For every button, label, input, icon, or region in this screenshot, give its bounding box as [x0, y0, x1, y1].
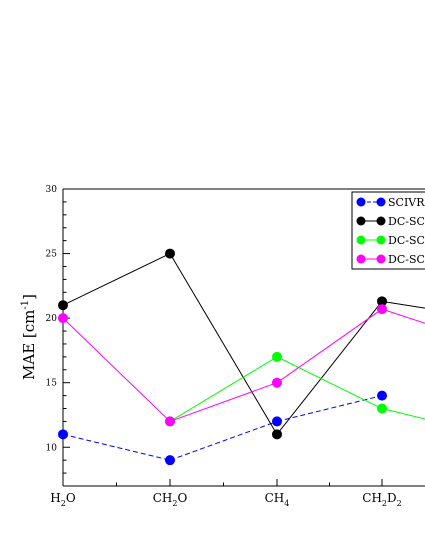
legend-label: SCIVR [388, 196, 425, 209]
series-line-segment [381, 300, 425, 309]
series-line-segment [276, 301, 383, 435]
data-point [272, 351, 282, 362]
data-point [377, 296, 387, 307]
series-line-segment [381, 308, 425, 324]
data-point [377, 403, 387, 414]
series-line-segment [169, 356, 278, 422]
data-point [377, 304, 387, 315]
legend-marker [376, 254, 386, 264]
legend-marker [376, 216, 386, 226]
series-line-segment [169, 382, 278, 422]
series-1 [58, 390, 387, 466]
legend-label: DC-SC [388, 215, 425, 228]
series-line-segment [276, 308, 383, 384]
series-line-segment [62, 433, 171, 461]
x-category-label: CH2D2 [362, 491, 401, 508]
y-axis-title: MAE [cm-1] [20, 294, 38, 380]
series-line-segment [62, 253, 171, 306]
y-tick-label: 30 [46, 185, 58, 195]
y-tick-label: 10 [46, 443, 58, 453]
x-category-label: CH4 [265, 491, 290, 508]
data-point [165, 416, 175, 427]
series-line-segment [276, 356, 383, 409]
legend-marker [376, 197, 386, 207]
legend-marker [356, 235, 366, 245]
legend-label: DC-SC [388, 253, 425, 266]
y-tick-label: 15 [46, 379, 58, 389]
series-line-segment [62, 317, 171, 422]
series-4 [58, 304, 425, 427]
data-point [272, 429, 282, 440]
series-line-segment [169, 420, 278, 461]
series-line-segment [276, 395, 383, 422]
series-line-segment [381, 408, 425, 420]
legend: SCIVR DC-SC DC-SC DC-SC [351, 191, 425, 270]
data-point [272, 377, 282, 388]
data-point [272, 416, 282, 427]
data-point [165, 455, 175, 466]
legend-marker [356, 254, 366, 264]
x-axis: H2O CH2O CH4 CH2D2 [50, 479, 402, 508]
legend-marker [356, 197, 366, 207]
legend-marker [376, 235, 386, 245]
data-point [165, 248, 175, 259]
x-category-label: CH2O [153, 491, 188, 508]
legend-marker [356, 216, 366, 226]
data-point [58, 300, 68, 311]
x-category-label: H2O [50, 491, 76, 508]
y-tick-label: 20 [46, 314, 58, 324]
data-point [58, 429, 68, 440]
series-2 [58, 248, 425, 440]
data-point [377, 390, 387, 401]
data-point [58, 313, 68, 324]
series-line-segment [169, 253, 278, 435]
y-axis: 10 15 20 25 30 [46, 185, 70, 487]
y-tick-label: 25 [46, 250, 58, 260]
legend-label: DC-SC [388, 234, 425, 247]
series-layer [58, 248, 425, 466]
